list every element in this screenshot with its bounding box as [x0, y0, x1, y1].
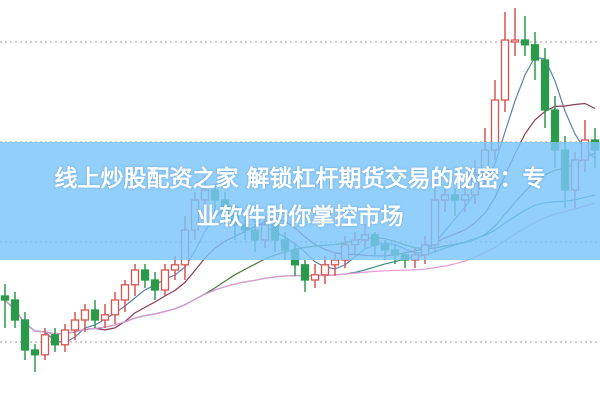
candle-body — [170, 264, 180, 271]
candle — [50, 328, 60, 352]
candle-body — [20, 319, 30, 351]
candle — [20, 312, 30, 360]
candle-body — [320, 264, 330, 276]
candle-body — [80, 309, 90, 321]
candle — [40, 328, 50, 360]
candle-body — [70, 319, 80, 331]
candle-body — [10, 299, 20, 321]
candle — [320, 256, 330, 284]
candle — [170, 256, 180, 280]
candle-body — [500, 39, 510, 101]
candle — [100, 304, 110, 328]
candle-body — [130, 269, 140, 286]
candle-body — [0, 295, 10, 301]
candle-body — [100, 314, 110, 321]
candle-body — [300, 264, 310, 281]
candle — [80, 304, 90, 332]
candle — [110, 292, 120, 324]
candle-body — [40, 334, 50, 356]
candle-body — [530, 44, 540, 61]
candle — [500, 12, 510, 112]
candle-body — [90, 309, 100, 321]
candle — [60, 324, 70, 352]
candle-body — [330, 259, 340, 266]
candle — [150, 272, 160, 300]
candle-body — [510, 39, 520, 43]
candle-body — [30, 349, 40, 356]
headline-banner — [0, 142, 600, 260]
headline-line-2: 业软件助你掌控市场 — [196, 204, 404, 230]
candle-body — [150, 279, 160, 291]
candle-body — [140, 269, 150, 281]
candle — [530, 32, 540, 80]
candle — [510, 8, 520, 56]
candle — [160, 264, 170, 296]
candle-body — [520, 39, 530, 46]
candle-body — [120, 284, 130, 301]
candle-body — [60, 329, 70, 346]
candle — [30, 344, 40, 372]
candle — [0, 284, 10, 328]
candle — [540, 48, 550, 128]
candle — [130, 264, 140, 296]
candle-body — [310, 274, 320, 281]
candle — [70, 312, 80, 340]
headline: 线上炒股配资之家 解锁杠杆期货交易的秘密：专 业软件助你掌控市场 — [0, 160, 600, 236]
headline-line-1: 线上炒股配资之家 解锁杠杆期货交易的秘密：专 — [54, 166, 546, 192]
candle-body — [540, 59, 550, 111]
candle — [10, 292, 20, 328]
candle — [90, 300, 100, 328]
candle — [120, 280, 130, 312]
candle-body — [160, 269, 170, 291]
candle — [310, 264, 320, 288]
candle — [300, 260, 310, 292]
candle-body — [110, 299, 120, 316]
candle — [140, 264, 150, 288]
candle-body — [50, 334, 60, 346]
candle — [520, 16, 530, 56]
